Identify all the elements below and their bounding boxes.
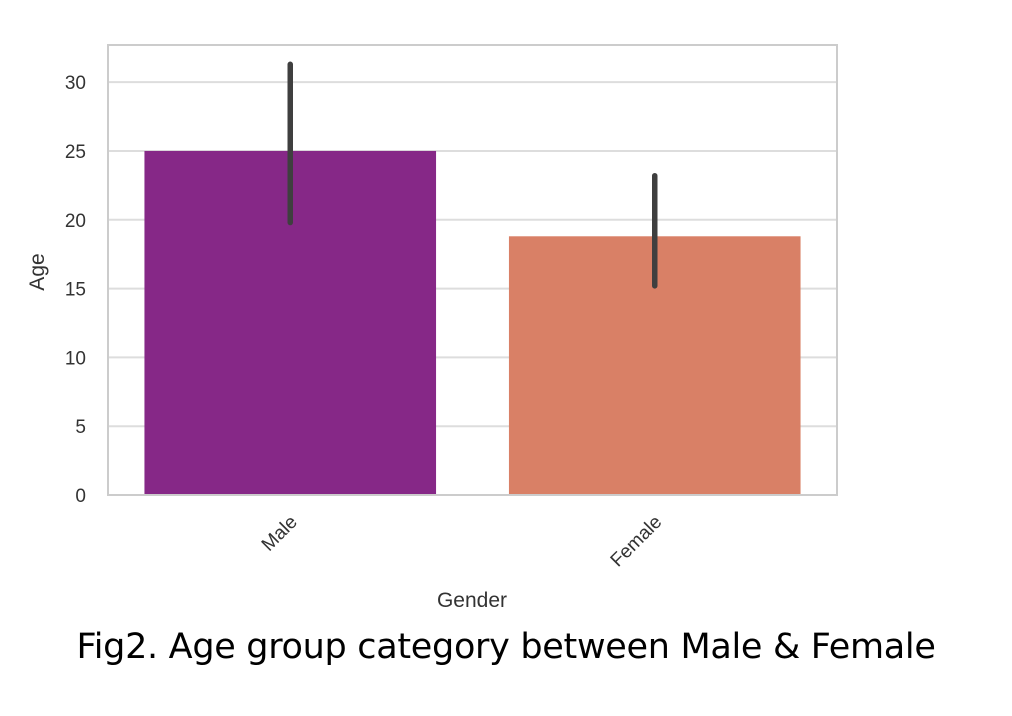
- y-tick-labels: 0 5 10 15 20 25 30: [65, 73, 86, 507]
- x-tick-label: Male: [258, 512, 302, 556]
- y-tick-label: 30: [65, 73, 86, 94]
- y-tick-label: 25: [65, 142, 86, 163]
- bar-chart: 0 5 10 15 20 25 30 Male Female Age Gender: [26, 44, 838, 612]
- y-tick-label: 10: [65, 348, 86, 369]
- bars: [144, 150, 801, 495]
- y-axis-label: Age: [26, 253, 49, 290]
- y-tick-label: 5: [75, 417, 86, 438]
- plot-frame: [107, 44, 838, 496]
- y-tick-label: 15: [65, 280, 86, 301]
- error-bars: [287, 61, 658, 289]
- y-tick-label: 20: [65, 211, 86, 232]
- x-tick-label: Female: [607, 512, 667, 572]
- y-tick-label: 0: [75, 486, 86, 507]
- figure-caption: Fig2. Age group category between Male & …: [76, 627, 936, 667]
- x-tick-labels: Male Female: [258, 512, 666, 572]
- x-axis-label: Gender: [437, 589, 507, 612]
